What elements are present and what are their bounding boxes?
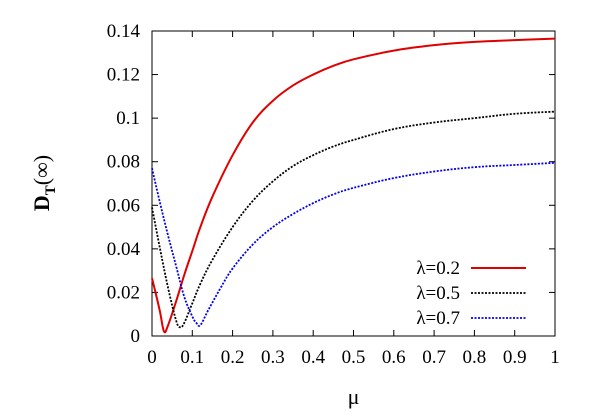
- y-tick-label: 0.02: [107, 282, 140, 303]
- y-tick-label: 0.12: [107, 65, 140, 86]
- y-tick-label: 0.14: [107, 21, 141, 42]
- x-axis-label: μ: [348, 384, 360, 409]
- series-line-2: [151, 110, 556, 329]
- x-tick-label: 0.6: [382, 347, 406, 368]
- y-axis-label-sub: T: [43, 185, 59, 195]
- legend-label-2: λ=0.5: [416, 283, 460, 304]
- x-tick-label: 0: [147, 347, 157, 368]
- x-tick-label: 0.7: [422, 347, 446, 368]
- y-axis-label-main: D: [29, 195, 54, 211]
- x-tick-label: 0.9: [503, 347, 527, 368]
- plot-area: 0 0.1 0.2 0.3 0.4 0.5 0.6 0.7 0.8 0.9 1 00.020.040…: [107, 21, 560, 368]
- y-tick-label: 0: [131, 326, 141, 347]
- y-axis: 0 0.02 0.04 0.06 0.08 0.1 0.12 0.14: [107, 21, 555, 347]
- x-tick-label: 0.5: [342, 347, 366, 368]
- x-tick-label: 0.1: [180, 347, 204, 368]
- plot-frame: [151, 30, 556, 337]
- x-tick-label: 0.4: [301, 347, 325, 368]
- x-tick-label: 0.8: [463, 347, 487, 368]
- x-tick-label: 1: [550, 347, 560, 368]
- series-line-1: [151, 37, 556, 334]
- legend: λ=0.2 λ=0.5 λ=0.7: [416, 258, 526, 329]
- y-axis-label-suffix: (∞): [29, 155, 54, 185]
- x-tick-label: 0.3: [261, 347, 285, 368]
- legend-label-1: λ=0.2: [416, 258, 460, 279]
- y-tick-label: 0.1: [116, 108, 140, 129]
- x-axis: 0 0.1 0.2 0.3 0.4 0.5 0.6 0.7 0.8 0.9 1: [147, 31, 560, 368]
- y-tick-label: 0.06: [107, 195, 140, 216]
- series-line-3: [151, 161, 556, 327]
- y-tick-label: 0.08: [107, 152, 140, 173]
- y-tick-label: 0.04: [107, 239, 141, 260]
- y-axis-label: DT(∞): [29, 155, 59, 211]
- series-lines: [151, 37, 556, 334]
- x-tick-label: 0.2: [221, 347, 245, 368]
- legend-label-3: λ=0.7: [416, 308, 460, 329]
